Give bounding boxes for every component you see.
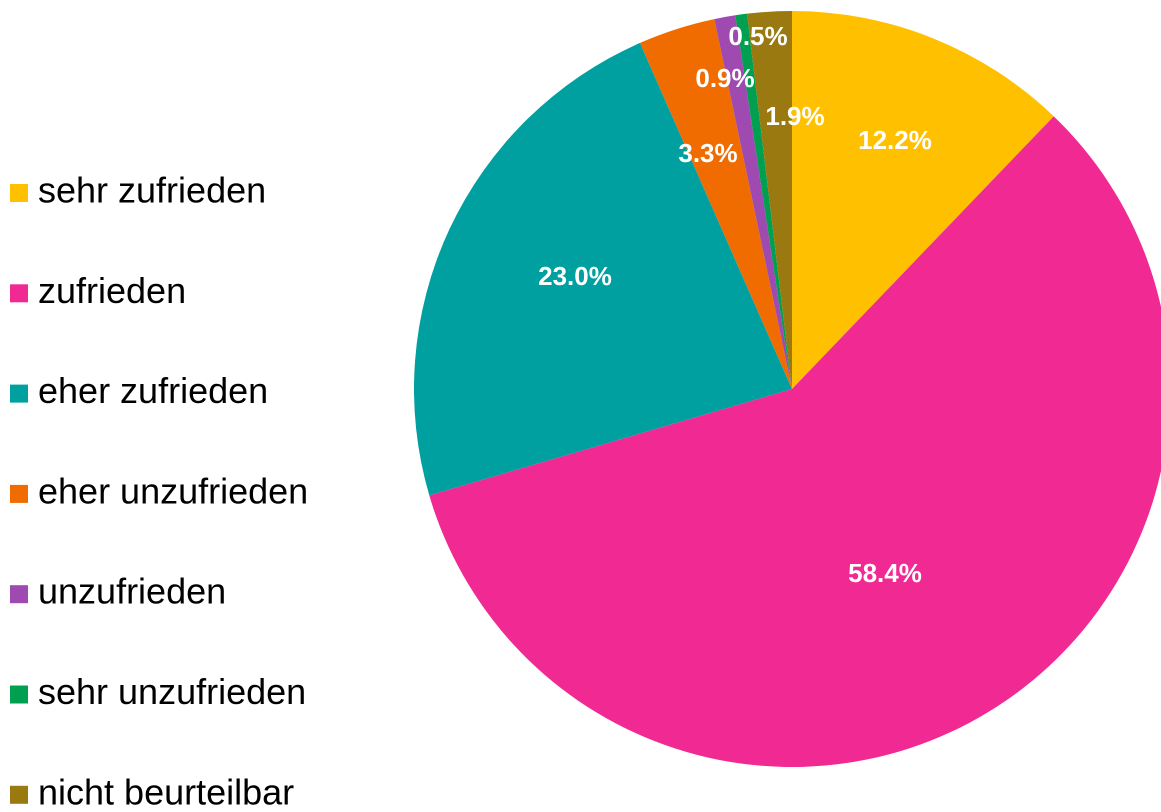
legend-label: sehr unzufrieden [38, 671, 306, 712]
pie-slice [792, 11, 1054, 389]
legend-label: unzufrieden [38, 571, 226, 612]
data-label: 3.3% [678, 138, 737, 168]
data-label: 58.4% [848, 558, 922, 588]
legend-label: nicht beurteilbar [38, 771, 294, 812]
data-label: 12.2% [858, 125, 932, 155]
data-label: 0.9% [695, 63, 754, 93]
legend-swatch [10, 685, 28, 704]
pie-slice [735, 13, 792, 390]
pie-slice [639, 19, 792, 390]
legend-swatch [10, 484, 28, 503]
legend-label: eher zufrieden [38, 370, 268, 411]
data-label: 1.9% [765, 101, 824, 131]
legend-label: sehr zufrieden [38, 170, 266, 211]
legend-swatch [10, 785, 28, 804]
legend-swatch [10, 184, 28, 202]
data-label: 23.0% [538, 261, 612, 291]
data-label: 0.5% [728, 21, 787, 51]
legend-swatch [10, 284, 28, 303]
pie-slice [714, 15, 792, 390]
legend-label: zufrieden [38, 270, 186, 311]
pie-slice [747, 11, 792, 389]
pie-slice [413, 42, 792, 496]
legend-swatch [10, 384, 28, 403]
pie-slice [429, 116, 1161, 767]
legend-swatch [10, 585, 28, 604]
legend-label: eher unzufrieden [38, 470, 308, 511]
